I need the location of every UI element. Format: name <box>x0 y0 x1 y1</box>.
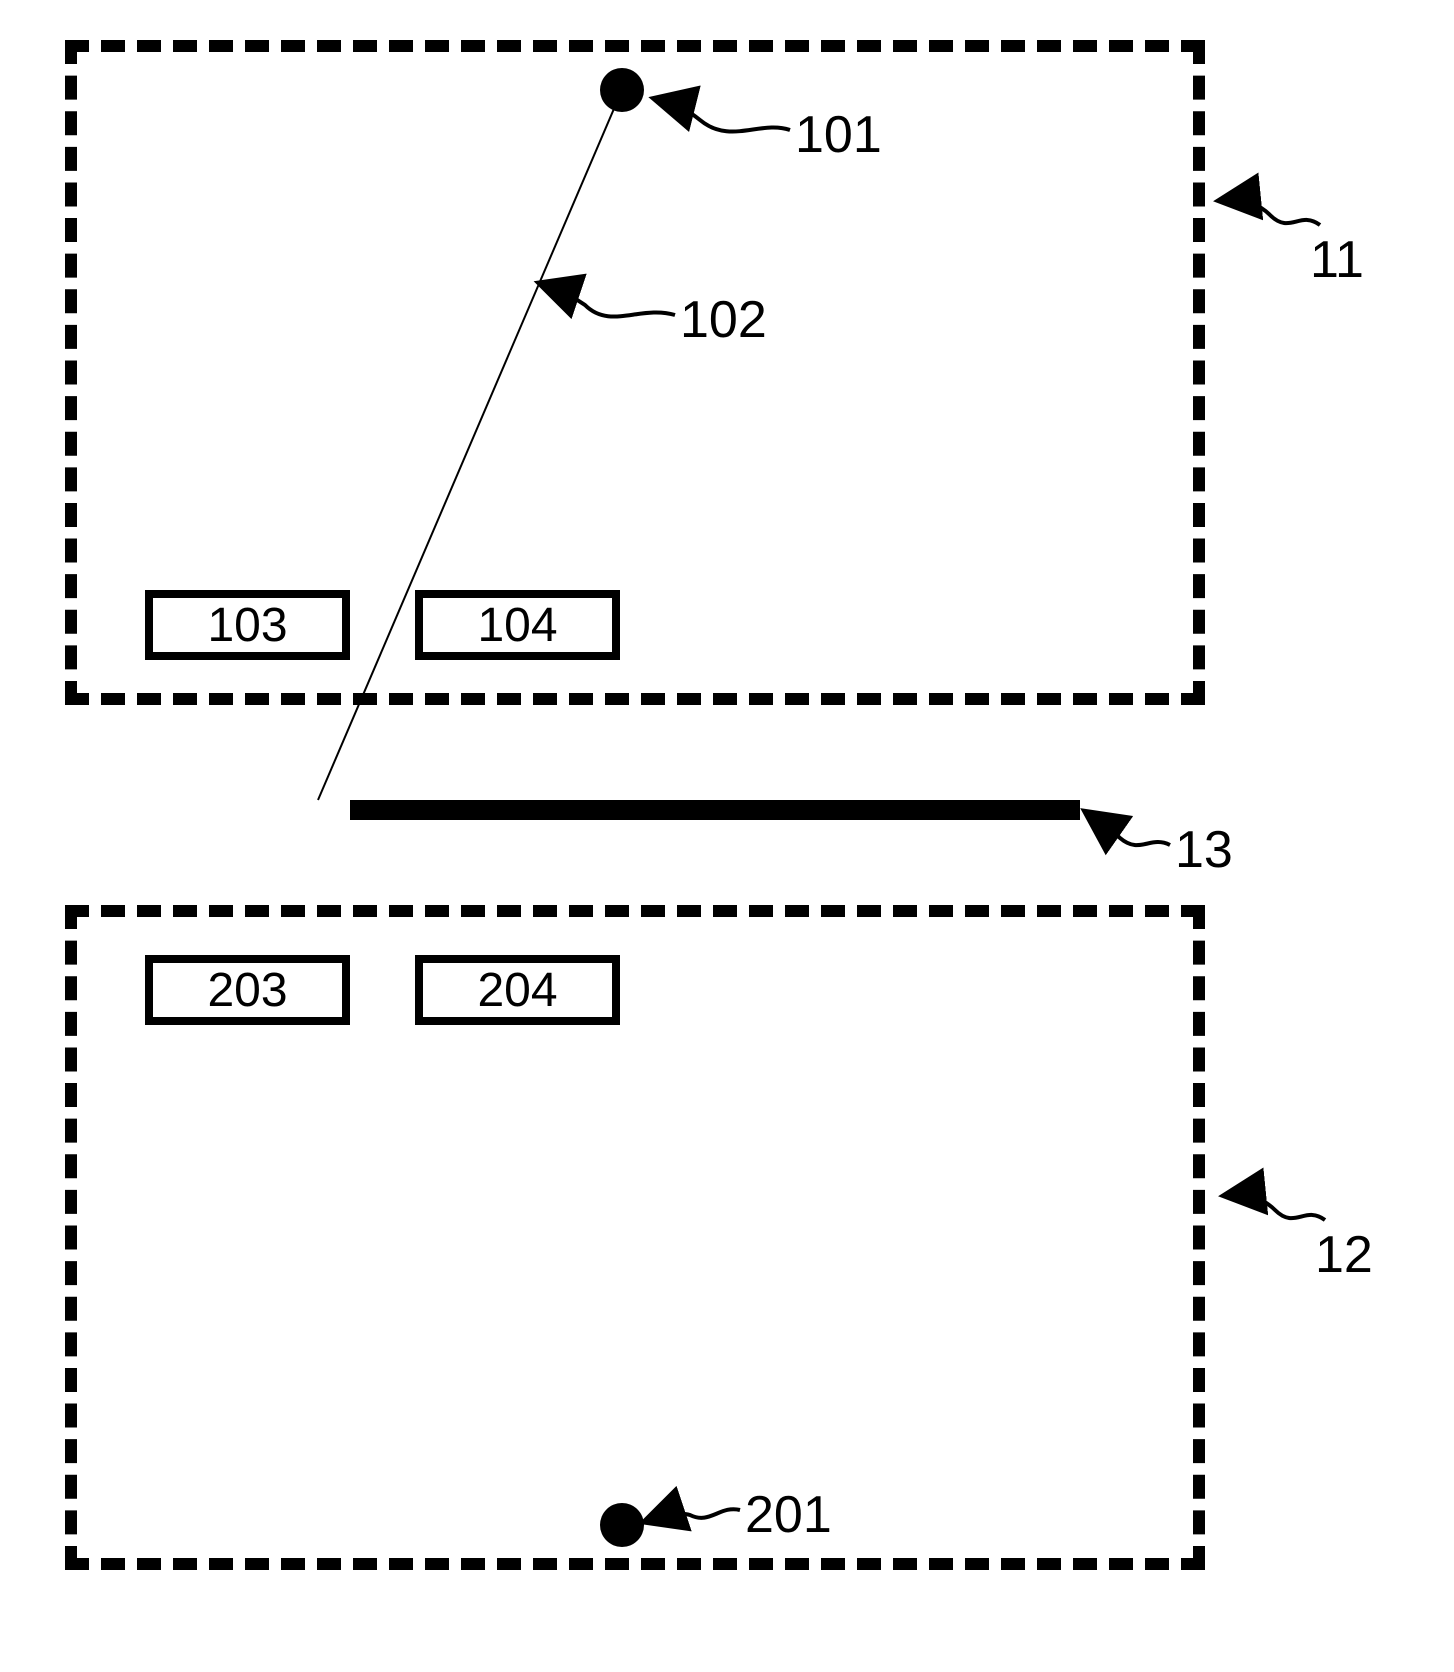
diagram-canvas: 103 104 203 204 101 102 11 13 12 201 <box>0 0 1454 1672</box>
box-104-label: 104 <box>477 598 557 653</box>
box-203-label: 203 <box>207 963 287 1018</box>
box-104: 104 <box>415 590 620 660</box>
arrow-13 <box>1090 815 1170 845</box>
label-12: 12 <box>1315 1225 1373 1285</box>
bar-13 <box>350 800 1080 820</box>
box-103: 103 <box>145 590 350 660</box>
arrow-11 <box>1225 200 1320 225</box>
label-101: 101 <box>795 105 882 165</box>
dot-101 <box>600 68 644 112</box>
box-204: 204 <box>415 955 620 1025</box>
label-13: 13 <box>1175 820 1233 880</box>
label-102: 102 <box>680 290 767 350</box>
dot-201 <box>600 1503 644 1547</box>
label-201: 201 <box>745 1485 832 1545</box>
box-103-label: 103 <box>207 598 287 653</box>
label-11: 11 <box>1310 230 1364 290</box>
arrow-12 <box>1230 1195 1325 1220</box>
box-203: 203 <box>145 955 350 1025</box>
box-204-label: 204 <box>477 963 557 1018</box>
